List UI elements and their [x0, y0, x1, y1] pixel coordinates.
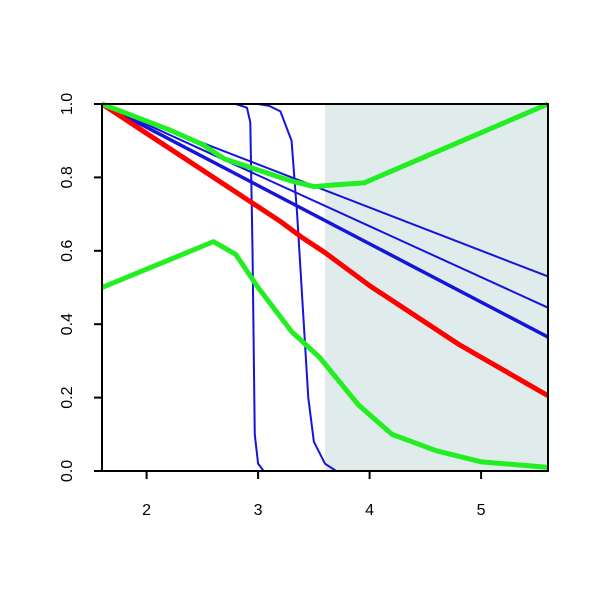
series-line: [102, 103, 548, 472]
shaded-region: [325, 104, 548, 471]
series-line: [101, 239, 549, 470]
series-line: [102, 103, 548, 472]
y-tick-label: 1.0: [59, 93, 76, 115]
x-tick-label: 5: [477, 502, 486, 519]
series-line: [101, 101, 549, 190]
x-tick-label: 2: [142, 502, 151, 519]
series-line: [100, 101, 550, 398]
y-tick-label: 0.8: [59, 166, 76, 188]
plot-box: [101, 103, 549, 472]
x-tick-label: 4: [365, 502, 374, 519]
series-line: [101, 102, 549, 339]
y-tick-label: 0.0: [59, 460, 76, 482]
series-line: [101, 103, 549, 309]
y-tick-label: 0.2: [59, 386, 76, 408]
x-tick-label: 3: [254, 502, 263, 519]
y-tick-label: 0.6: [59, 240, 76, 262]
y-tick-label: 0.4: [59, 313, 76, 335]
